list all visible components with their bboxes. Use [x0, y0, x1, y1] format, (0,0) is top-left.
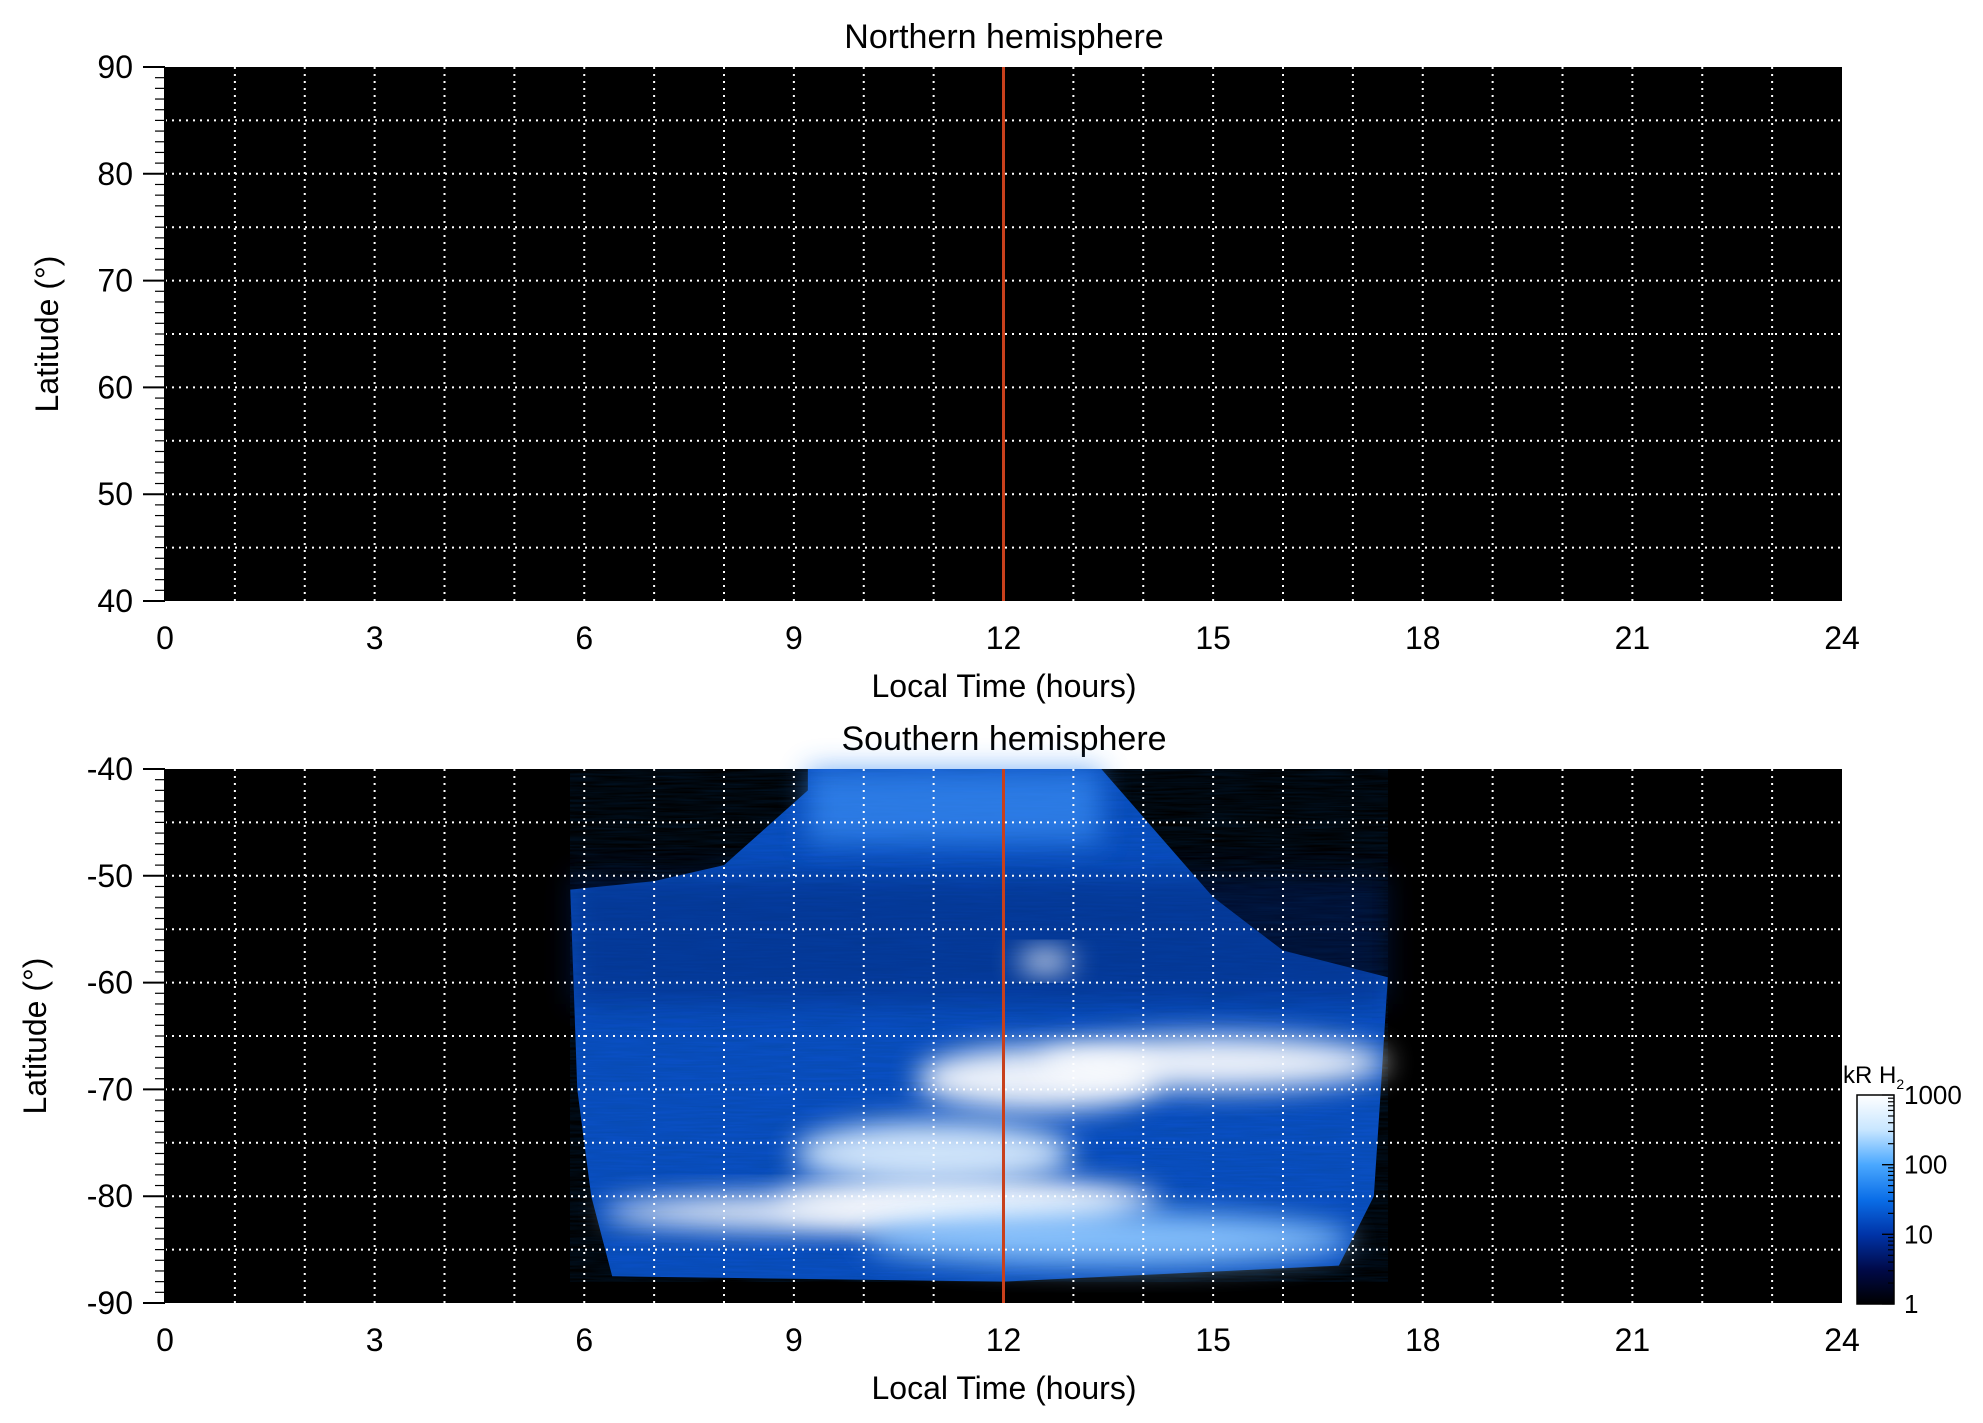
colorbar: kR H2 1000 100 10 1	[1843, 1062, 1962, 1319]
cap-glow	[807, 769, 1102, 844]
colorbar-tick-label: 10	[1904, 1219, 1933, 1249]
x-tick-labels: 0 3 6 9 12 15 18 21 24	[156, 1322, 1860, 1358]
x-tick-label: 12	[986, 1322, 1022, 1358]
x-tick-label: 3	[366, 620, 384, 656]
minor-ticks	[143, 768, 166, 1304]
minor-ticks	[143, 66, 166, 602]
y-tick-labels: -40 -50 -60 -70 -80 -90	[87, 751, 133, 1321]
colorbar-ticks: 1000 100 10 1	[1882, 1080, 1962, 1319]
chart-title: Southern hemisphere	[841, 720, 1166, 758]
y-tick-labels: 40 50 60 70 80 90	[97, 49, 133, 619]
x-axis-label: Local Time (hours)	[872, 1370, 1137, 1406]
x-tick-label: 0	[156, 1322, 174, 1358]
emission-region-4	[1017, 950, 1074, 972]
colorbar-tick-label: 1	[1904, 1289, 1918, 1319]
y-tick-label: 80	[97, 156, 133, 192]
x-tick-label: 6	[575, 1322, 593, 1358]
emission-region-6	[863, 1212, 1353, 1266]
northern-hemisphere-panel: Northern hemisphere 0 3 6 9 12 15 18 21 24 40 50 6…	[29, 18, 1860, 704]
emission-region-3	[1038, 1036, 1388, 1090]
y-tick-label: 50	[97, 476, 133, 512]
x-tick-label: 6	[575, 620, 593, 656]
y-tick-label: -60	[87, 965, 133, 1001]
emission-layer	[570, 769, 1388, 1282]
colorbar-gradient	[1856, 1094, 1895, 1305]
x-tick-label: 18	[1405, 620, 1441, 656]
x-tick-label: 12	[986, 620, 1022, 656]
y-tick-label: 60	[97, 369, 133, 405]
y-tick-label: -70	[87, 1071, 133, 1107]
x-tick-label: 21	[1615, 620, 1651, 656]
y-tick-label: 90	[97, 49, 133, 85]
y-tick-label: 70	[97, 263, 133, 299]
colorbar-label: kR H2	[1843, 1062, 1904, 1092]
x-tick-label: 0	[156, 620, 174, 656]
x-axis-label: Local Time (hours)	[872, 668, 1137, 704]
chart-title: Northern hemisphere	[844, 18, 1163, 56]
x-tick-label: 9	[785, 620, 803, 656]
y-tick-label: -90	[87, 1285, 133, 1321]
y-axis-label: Latitude (°)	[17, 958, 53, 1115]
x-tick-label: 3	[366, 1322, 384, 1358]
x-tick-label: 24	[1824, 620, 1860, 656]
southern-hemisphere-panel: Southern hemisphere 0 3 6 9 12 15 18 21 24 -40 -5…	[17, 720, 1860, 1406]
x-tick-label: 9	[785, 1322, 803, 1358]
x-tick-label: 15	[1195, 620, 1231, 656]
y-tick-label: -80	[87, 1178, 133, 1214]
y-tick-label: -50	[87, 858, 133, 894]
grid-lines	[165, 67, 1842, 601]
colorbar-tick-label: 1000	[1904, 1080, 1962, 1110]
colorbar-tick-label: 100	[1904, 1150, 1947, 1180]
dark-band	[570, 875, 1388, 1004]
y-axis-label: Latitude (°)	[29, 256, 65, 413]
y-tick-label: -40	[87, 751, 133, 787]
x-tick-label: 15	[1195, 1322, 1231, 1358]
x-tick-labels: 0 3 6 9 12 15 18 21 24	[156, 620, 1860, 656]
x-tick-label: 21	[1615, 1322, 1651, 1358]
grid-lines	[165, 769, 1842, 1303]
x-tick-label: 18	[1405, 1322, 1441, 1358]
y-tick-label: 40	[97, 583, 133, 619]
x-tick-label: 24	[1824, 1322, 1860, 1358]
